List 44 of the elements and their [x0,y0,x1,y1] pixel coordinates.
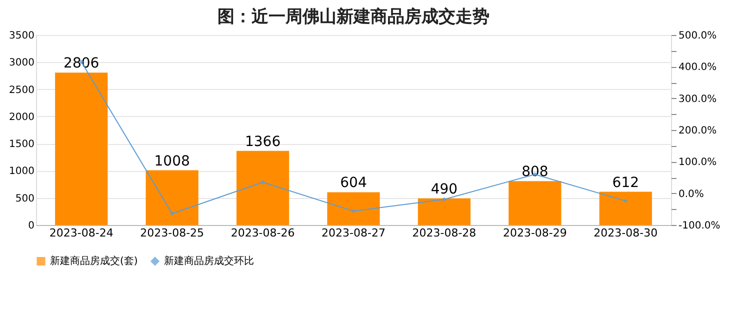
bar [236,150,290,225]
y-tick-label: 3000 [9,58,34,69]
data-label: 612 [612,174,640,191]
x-tick-label: 2023-08-29 [502,226,567,240]
x-tick-label: 2023-08-25 [140,226,204,240]
data-label: 490 [430,181,458,198]
y-tick-label: 1000 [9,166,34,178]
legend-label: 新建商品房成交(套) [50,255,138,268]
data-label: 808 [522,164,548,180]
y2-tick-label: 300.0% [678,94,717,105]
y-tick-label: 3500 [9,30,34,42]
y2-tick-label: 500.0% [678,30,717,42]
bar [418,198,471,225]
bar [55,72,108,225]
point [623,198,628,204]
point [170,211,174,216]
y2-tick-label: -100.0% [678,220,720,232]
bar [599,192,652,225]
x-tick-label: 2023-08-26 [230,226,295,240]
bar [146,170,198,225]
y2-tick-label: 400.0% [678,62,717,74]
data-label: 1008 [154,153,190,170]
y-tick-label: 2500 [9,84,34,96]
point [351,208,356,214]
point [260,180,266,184]
y2-tick-label: 200.0% [678,126,717,136]
point [442,197,446,202]
data-label: 2806 [64,56,100,72]
x-tick-label: 2023-08-27 [322,226,386,240]
y-tick-label: 0 [28,220,34,232]
y2-tick-label: 100.0% [678,157,717,168]
bar [508,181,562,225]
x-tick-label: 2023-08-30 [594,226,658,240]
data-label: 604 [340,175,367,192]
legend-label: 新建商品房成交环比 [164,255,254,268]
chart-title: 图：近一周佛山新建商品房成交走势 [218,7,490,27]
y2-tick-label: 0.0% [678,188,704,200]
data-label: 1366 [244,134,281,150]
y-tick-label: 1500 [9,139,34,150]
x-tick-label: 2023-08-24 [49,226,114,240]
y-tick-label: 500 [15,193,34,204]
x-tick-label: 2023-08-28 [412,226,476,240]
bar [327,192,380,225]
y-tick-label: 2000 [9,112,34,123]
